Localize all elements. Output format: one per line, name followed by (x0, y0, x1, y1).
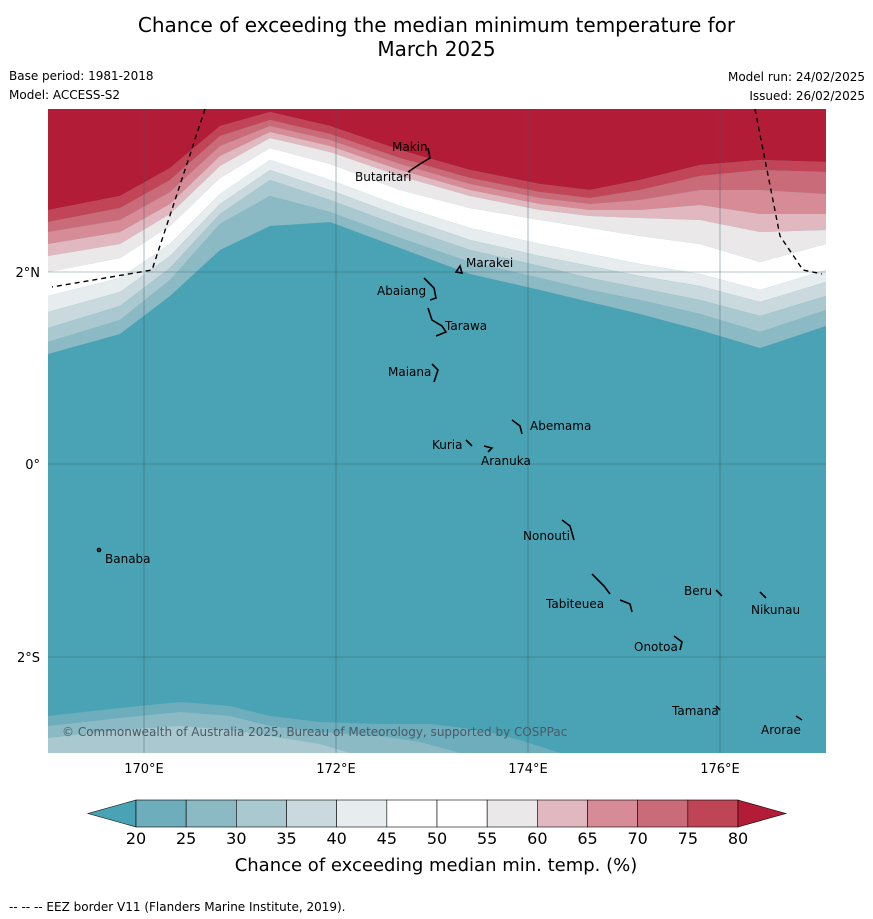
label-aranuka: Aranuka (481, 454, 531, 468)
colorbar-tick-label: 70 (627, 829, 647, 848)
colorbar: 20 25 30 35 40 45 50 55 60 65 70 75 80 (86, 799, 788, 848)
colorbar-tick-label: 60 (527, 829, 547, 848)
island-outlines (96, 147, 803, 721)
colorbar-tick-label: 55 (477, 829, 497, 848)
contour-band-70 (48, 112, 826, 222)
contour-band-25 (48, 180, 826, 342)
label-marakei: Marakei (466, 256, 513, 270)
label-banaba: Banaba (105, 552, 151, 566)
eez-legend-note: -- -- -- EEZ border V11 (Flanders Marine… (9, 900, 346, 914)
lat-label-0: 0° (25, 458, 40, 473)
colorbar-tick-label: 80 (728, 829, 748, 848)
colorbar-segment (637, 799, 689, 828)
model-name: Model: ACCESS-S2 (9, 88, 121, 102)
colorbar-tick-label: 25 (176, 829, 196, 848)
colorbar-segment (386, 799, 438, 828)
contour-band-40-50 (48, 148, 826, 296)
map-title-line2: March 2025 (377, 37, 496, 61)
colorbar-segment (537, 799, 588, 828)
label-abaiang: Abaiang (377, 284, 426, 298)
label-tamana: Tamana (671, 704, 719, 718)
colorbar-segment (486, 799, 538, 828)
eez-border (51, 108, 823, 288)
label-tarawa: Tarawa (444, 319, 487, 333)
model-run: Model run: 24/02/2025 (727, 70, 865, 84)
colorbar-segment (135, 799, 187, 828)
label-tabiteuea: Tabiteuea (545, 597, 604, 611)
contour-band-30 (48, 170, 826, 328)
colorbar-segment (336, 799, 388, 828)
contour-band-35 (48, 160, 826, 312)
label-arorae: Arorae (761, 723, 801, 737)
graticule (48, 109, 826, 753)
probability-contours (48, 109, 826, 753)
colorbar-segment (436, 799, 488, 828)
label-maiana: Maiana (388, 365, 431, 379)
colorbar-tick-label: 35 (276, 829, 296, 848)
colorbar-segment (687, 799, 739, 828)
colorbar-segment (236, 799, 287, 828)
issued-date: Issued: 26/02/2025 (749, 89, 865, 103)
contour-band-75plus (48, 109, 826, 210)
latitude-labels: 2°N 0° 2°S (16, 266, 41, 666)
colorbar-tick-label: 50 (427, 829, 447, 848)
colorbar-tick-label: 20 (126, 829, 146, 848)
lat-label-2s: 2°S (17, 651, 40, 666)
colorbar-tick-label: 75 (678, 829, 698, 848)
base-period: Base period: 1981-2018 (9, 69, 154, 83)
contour-band-20-25 (48, 196, 826, 354)
longitude-labels: 170°E 172°E 174°E 176°E (124, 762, 740, 777)
colorbar-segment (286, 799, 337, 828)
map-title-line1: Chance of exceeding the median minimum t… (137, 13, 736, 37)
colorbar-tick-label: 40 (326, 829, 346, 848)
lat-label-2n: 2°N (16, 266, 41, 281)
place-labels: Makin Butaritari Marakei Abaiang Tarawa … (105, 140, 801, 737)
lon-label-174e: 174°E (508, 762, 548, 777)
colorbar-tick-label: 45 (377, 829, 397, 848)
label-abemama: Abemama (530, 419, 591, 433)
label-nonouti: Nonouti (523, 529, 570, 543)
label-butaritari: Butaritari (355, 170, 412, 184)
colorbar-extend-high (737, 799, 788, 828)
label-nikunau: Nikunau (751, 603, 800, 617)
colorbar-segment (185, 799, 237, 828)
colorbar-tick-label: 65 (577, 829, 597, 848)
label-kuria: Kuria (432, 438, 463, 452)
colorbar-title: Chance of exceeding median min. temp. (%… (235, 855, 638, 876)
lon-label-176e: 176°E (700, 762, 740, 777)
copyright-notice: © Commonwealth of Australia 2025, Bureau… (62, 725, 567, 739)
contour-band-south-40 (48, 726, 350, 753)
label-makin: Makin (392, 140, 428, 154)
lon-label-172e: 172°E (316, 762, 356, 777)
colorbar-segment (587, 799, 638, 828)
colorbar-extend-low (86, 799, 137, 828)
colorbar-tick-label: 30 (226, 829, 246, 848)
label-onotoa: Onotoa (634, 640, 678, 654)
lon-label-170e: 170°E (124, 762, 164, 777)
label-beru: Beru (684, 584, 712, 598)
